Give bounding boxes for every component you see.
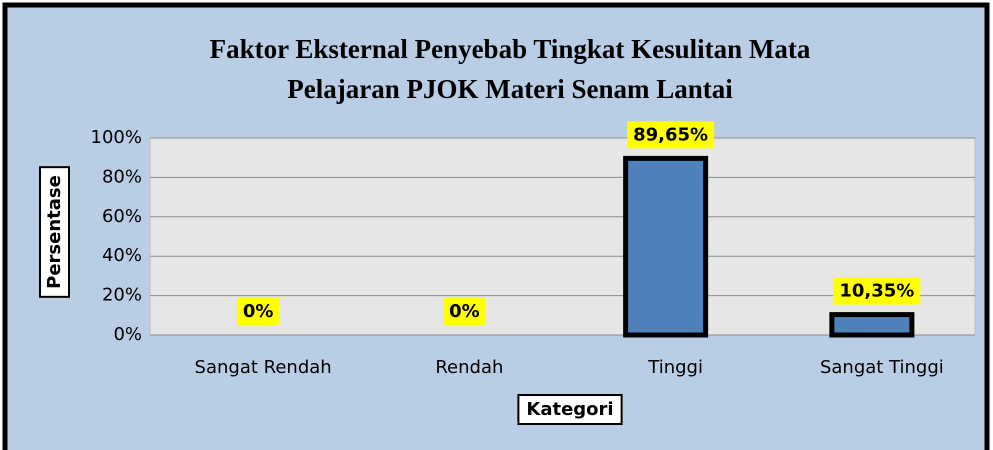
x-axis-title: Kategori bbox=[526, 399, 613, 420]
y-tick-label: 20% bbox=[102, 285, 142, 306]
y-axis-title: Persentase bbox=[44, 175, 65, 289]
y-tick-label: 40% bbox=[102, 245, 142, 266]
label-box bbox=[517, 394, 623, 425]
label-box bbox=[627, 121, 715, 149]
y-tick-label: 60% bbox=[102, 206, 142, 227]
data-label: 0% bbox=[449, 301, 480, 322]
chart-title: Pelajaran PJOK Materi Senam Lantai bbox=[287, 74, 733, 104]
label-box bbox=[236, 298, 280, 325]
x-tick-label: Sangat Rendah bbox=[195, 357, 332, 378]
label-box bbox=[39, 166, 70, 298]
label-box bbox=[833, 277, 921, 305]
chart-title: Faktor Eksternal Penyebab Tingkat Kesuli… bbox=[210, 34, 811, 64]
data-label: 10,35% bbox=[839, 281, 914, 302]
x-tick-label: Rendah bbox=[435, 357, 503, 378]
data-label: 0% bbox=[243, 301, 274, 322]
y-tick-label: 0% bbox=[113, 324, 142, 345]
label-box bbox=[443, 298, 486, 325]
bar bbox=[623, 155, 709, 338]
y-tick-label: 100% bbox=[91, 127, 142, 148]
x-tick-label: Sangat Tinggi bbox=[820, 357, 944, 378]
bar bbox=[829, 312, 915, 338]
x-tick-label: Tinggi bbox=[647, 357, 703, 378]
y-tick-label: 80% bbox=[102, 166, 142, 187]
data-label: 89,65% bbox=[633, 124, 708, 145]
